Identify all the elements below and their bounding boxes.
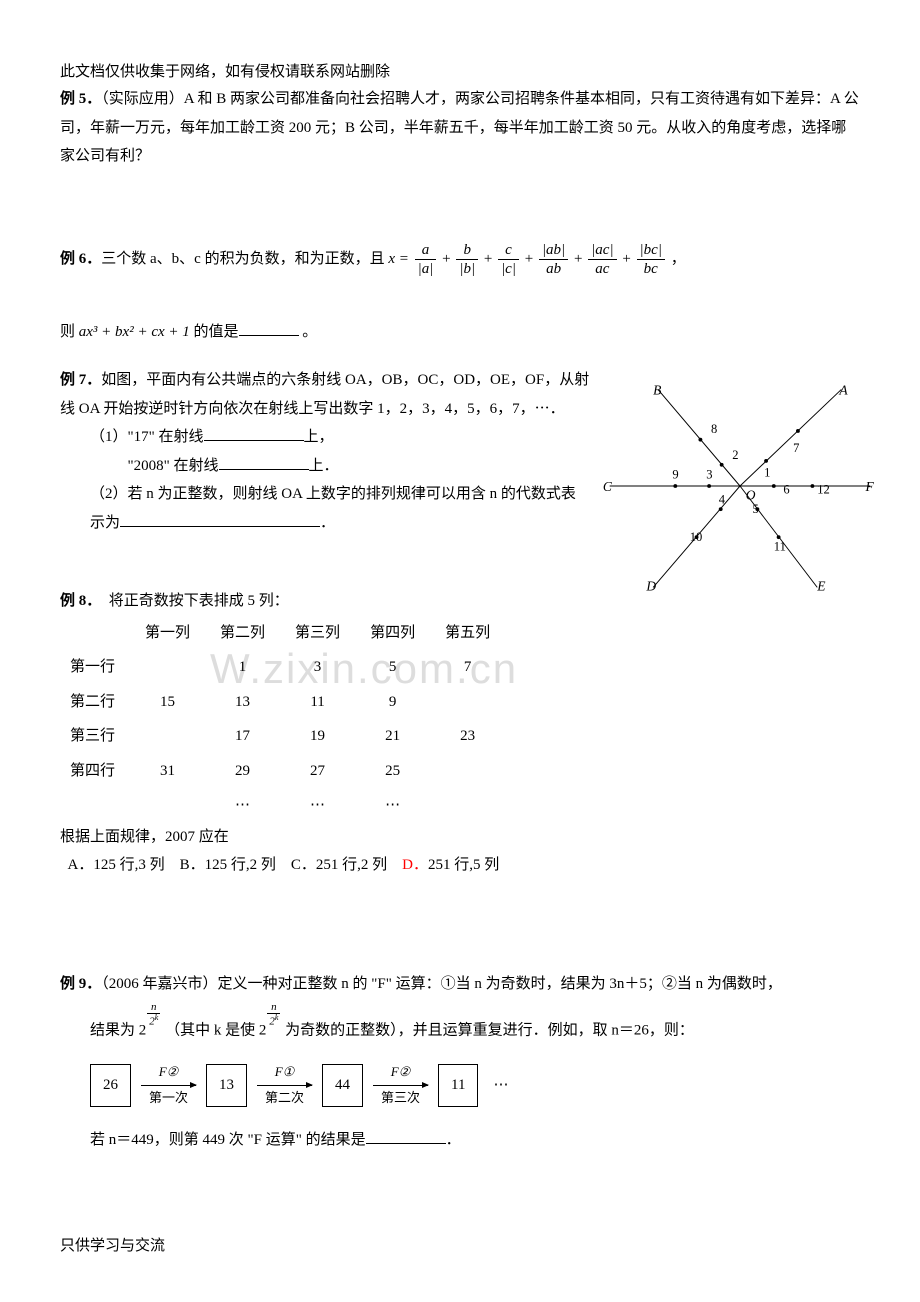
svg-text:O: O xyxy=(746,488,756,503)
svg-text:C: C xyxy=(603,479,613,494)
ex6-label: 例 6． xyxy=(60,250,101,266)
svg-text:7: 7 xyxy=(793,441,799,455)
flow-diagram: 26 F②第一次 13 F①第二次 44 F②第三次 11 ⋯ xyxy=(90,1060,860,1110)
ex5-tag: （实际应用） xyxy=(101,91,184,107)
flow-box: 26 xyxy=(90,1064,131,1107)
example-6b: 则 ax³ + bx² + cx + 1 的值是 。 xyxy=(60,318,860,347)
svg-text:9: 9 xyxy=(672,467,678,481)
ex7-q1b-end: 上． xyxy=(309,458,339,474)
ex9-q: 若 n＝449，则第 449 次 "F 运算" 的结果是 xyxy=(90,1132,366,1148)
ex8-opts: A．125 行,3 列 B．125 行,2 列 C．251 行,2 列 D．25… xyxy=(60,851,860,880)
example-9: 例 9．（2006 年嘉兴市）定义一种对正整数 n 的 "F" 运算：①当 n … xyxy=(60,970,860,1155)
ex7-q2-end: ． xyxy=(320,515,335,531)
header-note: 此文档仅供收集于网络，如有侵权请联系网站删除 xyxy=(60,60,860,81)
flow-arrow: F①第二次 xyxy=(257,1060,312,1110)
ex9-label: 例 9． xyxy=(60,976,101,992)
ex6-post: 的值是 xyxy=(194,324,239,340)
svg-text:5: 5 xyxy=(753,502,759,516)
ex8-q: 根据上面规律，2007 应在 xyxy=(60,823,860,852)
ex7-blank1 xyxy=(204,425,304,441)
ex8-label: 例 8． xyxy=(60,593,101,609)
ex5-label: 例 5． xyxy=(60,91,101,107)
flow-ellipsis: ⋯ xyxy=(493,1071,508,1100)
svg-text:D: D xyxy=(645,578,656,593)
flow-arrow: F②第一次 xyxy=(141,1060,196,1110)
footer-note: 只供学习与交流 xyxy=(60,1234,860,1255)
example-8: 例 8． 将正奇数按下表排成 5 列： 第一列第二列第三列第四列第五列 第一行1… xyxy=(60,587,860,880)
flow-box: 13 xyxy=(206,1064,247,1107)
ex7-blank3 xyxy=(120,511,320,527)
ex7-q1b: "2008" 在射线 xyxy=(90,458,219,474)
svg-text:6: 6 xyxy=(783,483,789,497)
flow-arrow: F②第三次 xyxy=(373,1060,428,1110)
flow-box: 44 xyxy=(322,1064,363,1107)
ex6-pre: 三个数 a、b、c 的积为负数，和为正数，且 xyxy=(101,250,388,266)
example-7: 例 7．如图，平面内有公共端点的六条射线 OA，OB，OC，OD，OE，OF，从… xyxy=(60,366,860,537)
ex7-q1a: （1）"17" 在射线 xyxy=(90,429,204,445)
ex9-ta: 定义一种对正整数 n 的 "F" 运算：①当 n 为奇数时，结果为 3n＋5；②… xyxy=(218,976,782,992)
svg-text:B: B xyxy=(653,382,661,397)
svg-text:8: 8 xyxy=(711,422,717,436)
svg-text:3: 3 xyxy=(706,467,712,481)
ex8-table: 第一列第二列第三列第四列第五列 第一行1357 第二行1513119 第三行17… xyxy=(70,616,510,823)
example-6: 例 6．三个数 a、b、c 的积为负数，和为正数，且 x = a|a| + b|… xyxy=(60,241,860,278)
ex8-intro: 将正奇数按下表排成 5 列： xyxy=(109,593,289,609)
ex6-poly: ax³ + bx² + cx + 1 xyxy=(79,324,190,340)
svg-text:A: A xyxy=(838,382,848,397)
ex7-label: 例 7． xyxy=(60,372,101,388)
flow-box: 11 xyxy=(438,1064,478,1107)
ex6-end: 。 xyxy=(299,324,318,340)
svg-text:4: 4 xyxy=(719,492,726,506)
ex6-then: 则 xyxy=(60,324,79,340)
svg-text:2: 2 xyxy=(732,448,738,462)
ex7-text: 如图，平面内有公共端点的六条射线 OA，OB，OC，OD，OE，OF，从射线 O… xyxy=(60,372,589,417)
svg-text:F: F xyxy=(865,479,875,494)
ex9-end: ． xyxy=(446,1132,461,1148)
ex7-blank2 xyxy=(219,454,309,470)
ex9-tag: （2006 年嘉兴市） xyxy=(101,976,217,992)
svg-text:E: E xyxy=(816,578,826,593)
ex9-blank xyxy=(366,1128,446,1144)
star-diagram: A B C D E F O 1 7 2 8 3 9 4 10 5 xyxy=(600,376,880,596)
svg-text:11: 11 xyxy=(774,540,786,554)
svg-text:10: 10 xyxy=(690,530,703,544)
ex6-eq: x = xyxy=(388,250,409,266)
example-5: 例 5．（实际应用）A 和 B 两家公司都准备向社会招聘人才，两家公司招聘条件基… xyxy=(60,85,860,171)
svg-text:12: 12 xyxy=(817,483,830,497)
ex6-blank xyxy=(239,320,299,336)
svg-text:1: 1 xyxy=(764,465,770,479)
ex7-q1a-end: 上， xyxy=(304,429,334,445)
